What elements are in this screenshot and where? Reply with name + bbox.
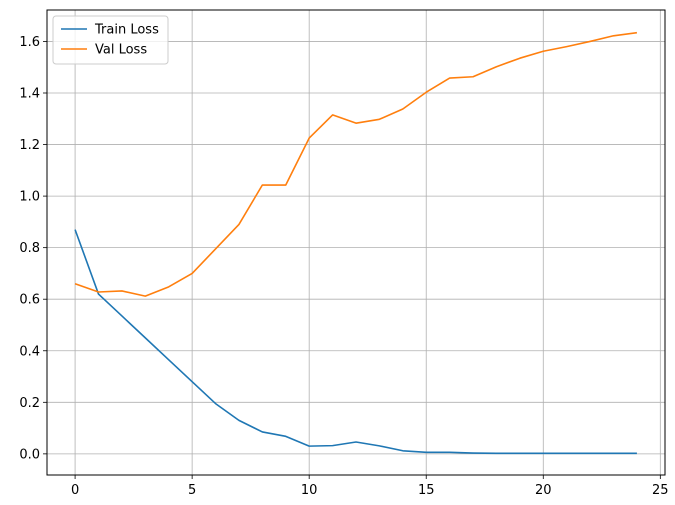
plot-frame (46, 9, 666, 476)
y-tick-label: 0.6 (19, 293, 40, 308)
x-tick-label: 5 (188, 483, 196, 498)
legend-label: Val Loss (95, 43, 147, 58)
y-tick-label: 1.2 (19, 138, 40, 153)
y-tick-label: 0.8 (19, 241, 40, 256)
y-tick-label: 1.4 (19, 86, 40, 101)
legend-label: Train Loss (94, 23, 159, 38)
legend-box (52, 15, 169, 65)
grid (47, 10, 665, 475)
y-tick-label: 1.0 (19, 190, 40, 205)
x-tick-label: 0 (71, 483, 79, 498)
x-tick-label: 20 (535, 483, 552, 498)
y-tick-label: 0.4 (19, 344, 40, 359)
axis-ticks: 0 5 10 15 20 25 0.0 0.2 0.4 0.6 0.8 1.0 1.2 1.4 1.6 (19, 35, 668, 498)
y-tick-label: 1.6 (19, 35, 40, 50)
y-tick-label: 0.2 (19, 396, 40, 411)
y-tick-label: 0.0 (19, 447, 40, 462)
series-line-train-loss (74, 229, 637, 455)
x-tick-label: 25 (652, 483, 669, 498)
series-lines (74, 31, 638, 455)
x-tick-label: 10 (301, 483, 318, 498)
legend: Train Loss Val Loss (52, 15, 169, 65)
series-line-val-loss (74, 31, 638, 297)
x-tick-label: 15 (418, 483, 435, 498)
